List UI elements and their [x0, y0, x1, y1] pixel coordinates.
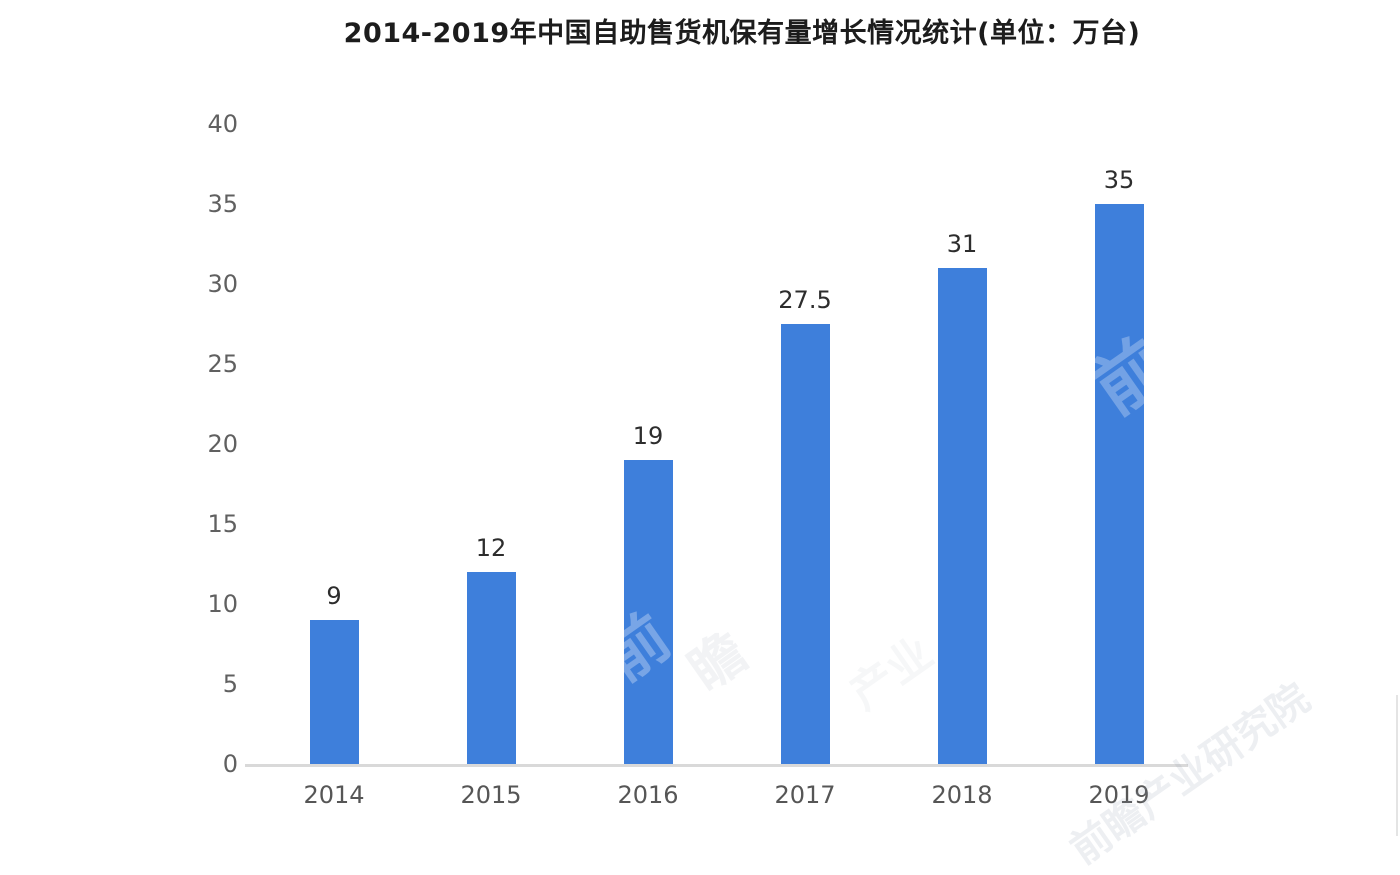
bar-2014: [309, 620, 359, 766]
value-label-2017: 27.5: [778, 286, 832, 314]
bar-chart: 2014-2019年中国自助售货机保有量增长情况统计(单位：万台) 40 35 30…: [207, 18, 1398, 874]
x-tick-label-2019: 2019: [1088, 781, 1150, 809]
bar-2019: [1094, 204, 1144, 766]
value-label-2019: 35: [1103, 166, 1135, 194]
y-tick-label-30: 30: [207, 270, 238, 298]
y-tick-label-35: 35: [207, 190, 238, 218]
right-edge-line: [1396, 695, 1398, 836]
chart-title: 2014-2019年中国自助售货机保有量增长情况统计(单位：万台): [343, 18, 1141, 49]
value-label-2018: 31: [946, 230, 978, 258]
bar-2018: [937, 268, 987, 766]
y-tick-label-10: 10: [207, 590, 238, 618]
y-tick-label-25: 25: [207, 350, 238, 378]
value-label-2014: 9: [326, 582, 342, 610]
plot-area: 40 35 30 25 20 15 10 5 0 9 12 19 27.5 31 35 2014 2015 2…: [207, 110, 1188, 809]
y-tick-label-20: 20: [207, 430, 238, 458]
value-label-2016: 19: [632, 422, 664, 450]
y-tick-label-0: 0: [222, 750, 238, 778]
bar-2015: [466, 572, 516, 766]
x-tick-label-2016: 2016: [617, 781, 679, 809]
x-tick-label-2018: 2018: [931, 781, 993, 809]
x-tick-label-2014: 2014: [303, 781, 365, 809]
bar-2016: [623, 460, 673, 766]
y-tick-label-40: 40: [207, 110, 238, 138]
value-label-2015: 12: [475, 534, 507, 562]
y-tick-label-5: 5: [222, 670, 238, 698]
bar-2017: [780, 324, 830, 766]
x-axis-line: [245, 764, 1188, 767]
x-tick-label-2015: 2015: [460, 781, 522, 809]
y-tick-label-15: 15: [207, 510, 238, 538]
x-tick-label-2017: 2017: [774, 781, 836, 809]
